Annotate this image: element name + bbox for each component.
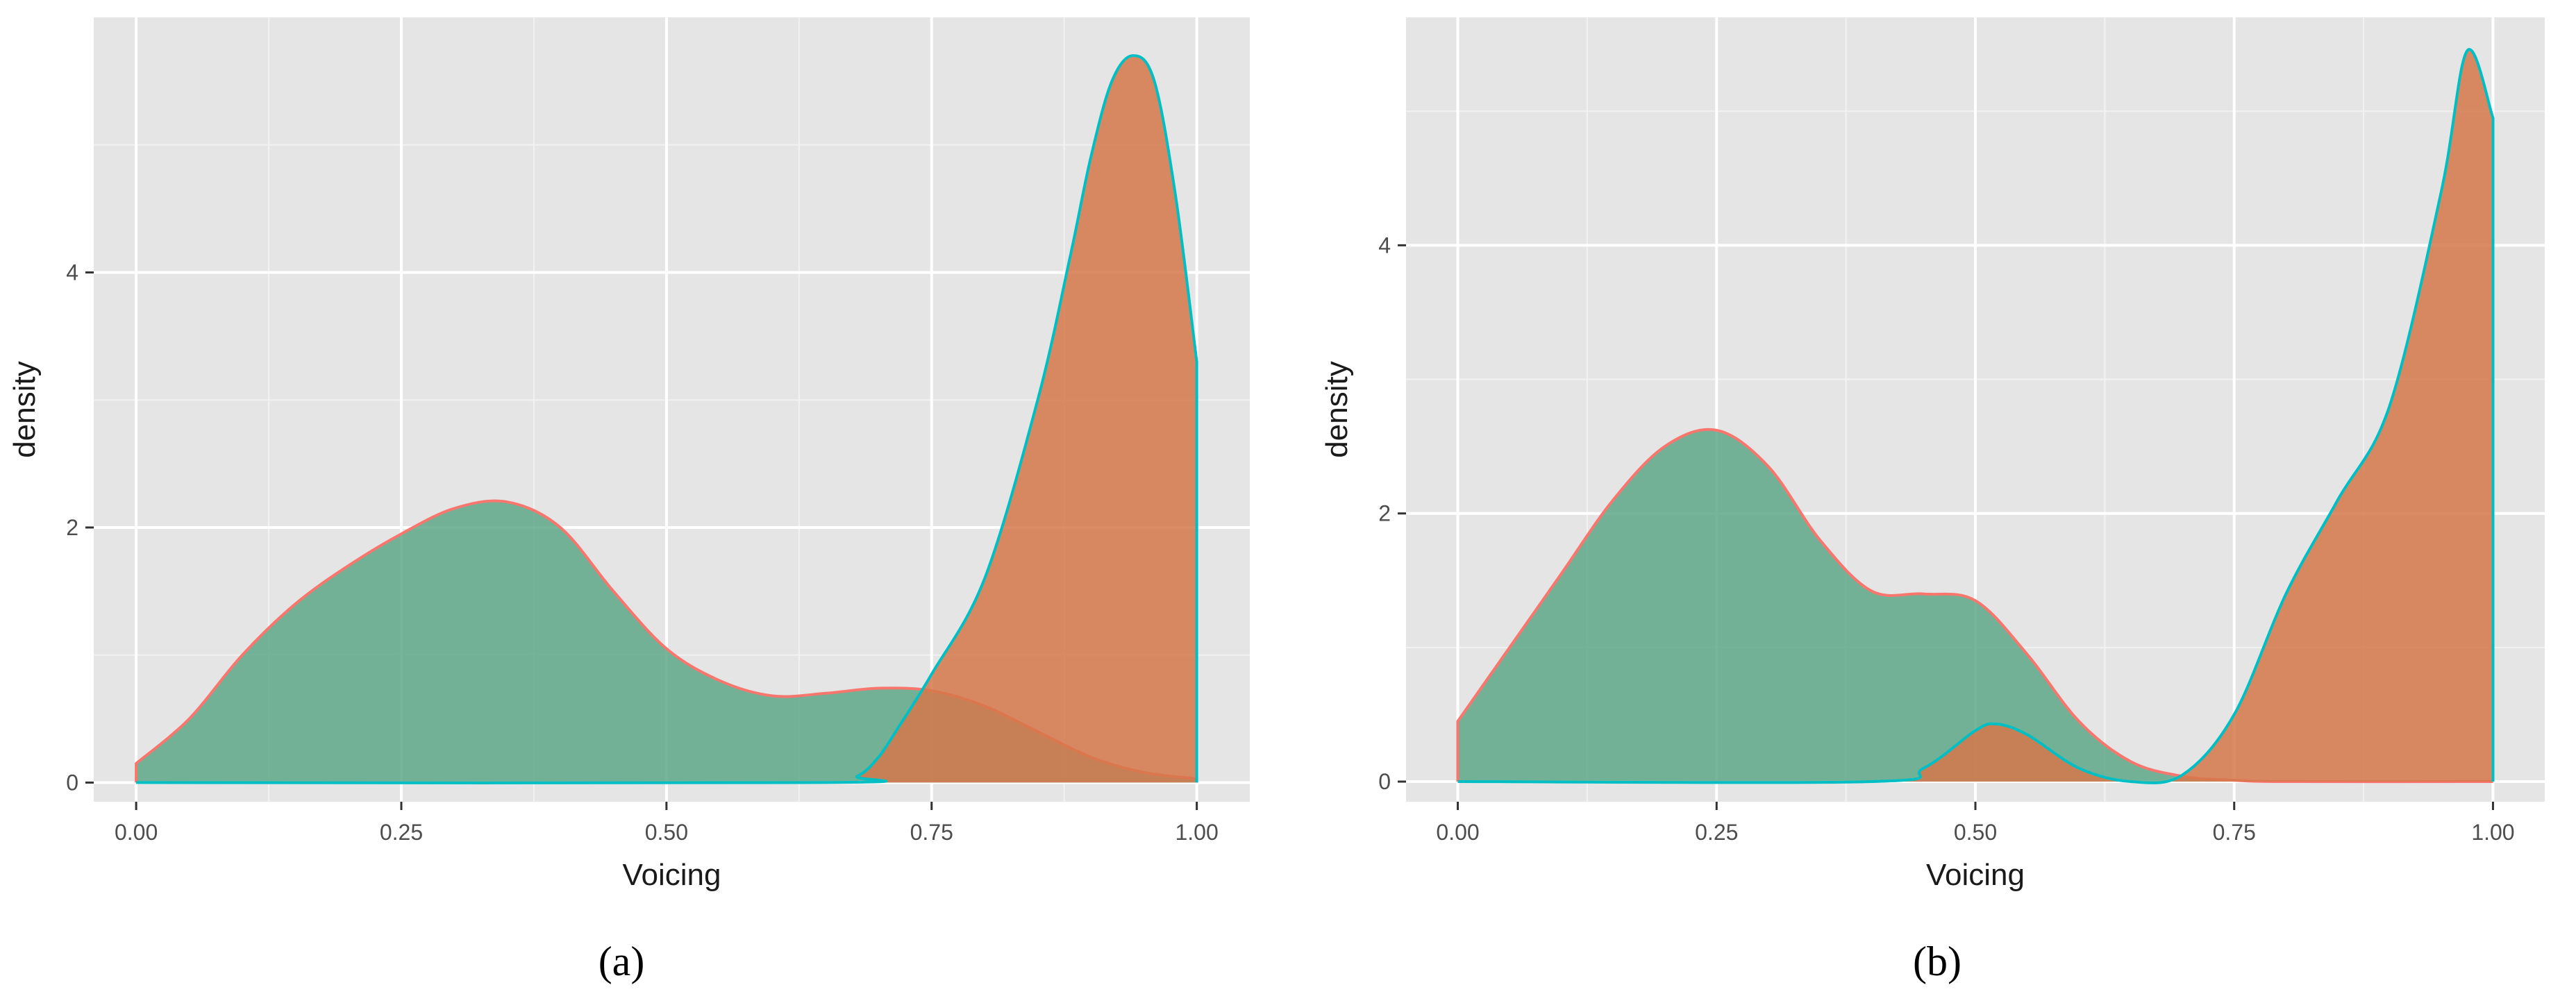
y-axis-title-a: density xyxy=(8,361,42,457)
x-tick-label-a: 0.75 xyxy=(910,820,953,845)
panel-label-b: (b) xyxy=(1913,938,1962,984)
y-tick-label-b: 4 xyxy=(1378,233,1391,258)
x-tick-label-a: 0.25 xyxy=(380,820,423,845)
density-chart-a: 0.00 0.25 0.50 0.75 1.00 0 2 4 Voicing density xyxy=(8,17,1250,892)
x-tick-label-b: 1.00 xyxy=(2471,820,2514,845)
x-tick-label-b: 0.25 xyxy=(1695,820,1738,845)
density-area-orange-b xyxy=(1457,49,2493,783)
y-tick-label-a: 0 xyxy=(66,770,78,795)
x-tick-label-a: 1.00 xyxy=(1175,820,1218,845)
y-tick-label-a: 2 xyxy=(66,515,78,540)
density-chart-b: 0.00 0.25 0.50 0.75 1.00 0 2 4 Voicing density xyxy=(1320,17,2545,892)
x-tick-label-b: 0.00 xyxy=(1436,820,1479,845)
density-area-orange-a xyxy=(136,56,1197,784)
x-tick-label-a: 0.00 xyxy=(115,820,158,845)
y-axis-title-b: density xyxy=(1320,361,1354,457)
panel-label-a: (a) xyxy=(599,938,645,984)
x-tick-label-b: 0.75 xyxy=(2213,820,2256,845)
density-line-teal-a xyxy=(136,54,1198,785)
y-tick-label-a: 4 xyxy=(66,260,78,285)
x-axis-title-b: Voicing xyxy=(1926,858,2025,892)
x-axis-title-a: Voicing xyxy=(623,858,721,892)
y-tick-label-b: 0 xyxy=(1378,769,1391,794)
y-tick-label-b: 2 xyxy=(1378,501,1391,526)
density-area-green-b xyxy=(1457,429,2493,782)
x-tick-label-a: 0.50 xyxy=(645,820,688,845)
density-line-teal-b xyxy=(1457,48,2495,784)
x-tick-label-b: 0.50 xyxy=(1954,820,1997,845)
